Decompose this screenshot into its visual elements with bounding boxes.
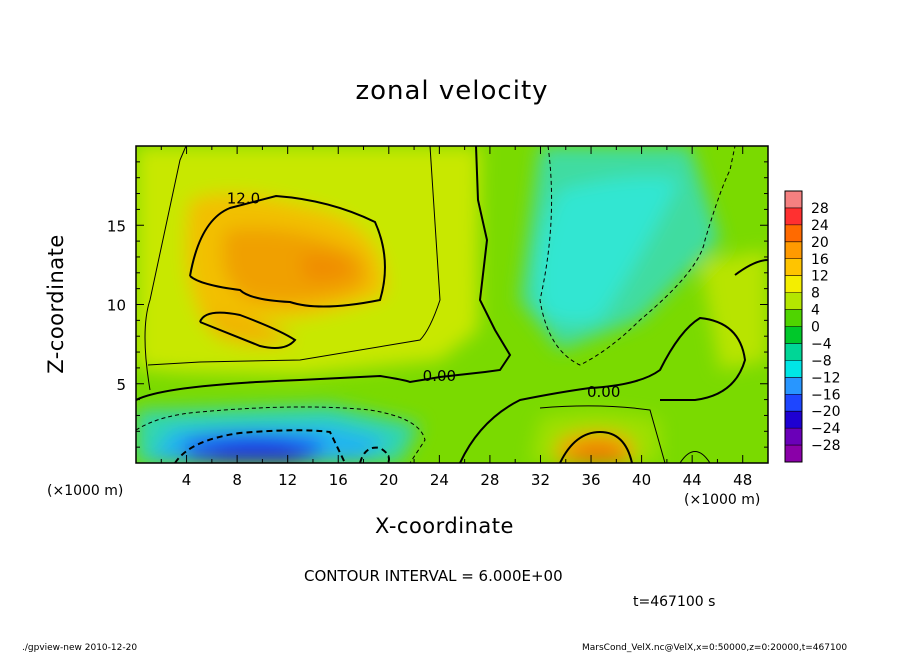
colorbar-swatch bbox=[785, 411, 802, 429]
colorbar-level-label: 4 bbox=[811, 303, 820, 319]
y-axis: 5 10 15 bbox=[107, 161, 768, 448]
colorbar-swatch bbox=[785, 377, 802, 395]
colorbar-swatch bbox=[785, 360, 802, 378]
contour-lines bbox=[136, 146, 768, 463]
y-tick-label: 15 bbox=[107, 217, 126, 235]
y-tick-label: 5 bbox=[116, 376, 126, 394]
x-tick-label: 40 bbox=[632, 471, 651, 489]
colorbar-swatch bbox=[785, 258, 802, 277]
y-axis-label: Z-coordinate bbox=[44, 234, 68, 374]
x-axis: 4 8 12 16 20 24 28 32 36 40 44 48 bbox=[160, 146, 752, 489]
colorbar-swatch bbox=[785, 394, 802, 412]
colorbar-level-label: 24 bbox=[811, 218, 829, 234]
x-tick-label: 24 bbox=[430, 471, 449, 489]
y-tick-label: 10 bbox=[107, 297, 126, 315]
colorbar-level-label: 12 bbox=[811, 269, 829, 285]
x-tick-label: 48 bbox=[733, 471, 752, 489]
colorbar-level-label: −24 bbox=[811, 421, 841, 437]
x-tick-label: 16 bbox=[329, 471, 348, 489]
colorbar-swatch bbox=[785, 275, 802, 294]
contour-interval-note: CONTOUR INTERVAL = 6.000E+00 bbox=[304, 567, 563, 585]
colorbar-level-label: 8 bbox=[811, 286, 820, 302]
x-tick-label: 8 bbox=[232, 471, 242, 489]
footer-program-date: ./gpview-new 2010-12-20 bbox=[22, 643, 138, 653]
colorbar-swatch bbox=[785, 241, 802, 260]
colorbar-level-label: 16 bbox=[811, 252, 829, 268]
colorbar-level-label: 0 bbox=[811, 320, 820, 336]
x-tick-label: 20 bbox=[379, 471, 398, 489]
colorbar-swatch bbox=[785, 292, 802, 311]
contour-label: 0.00 bbox=[423, 367, 456, 385]
x-unit-label-right: (×1000 m) bbox=[684, 492, 761, 508]
x-tick-label: 28 bbox=[480, 471, 499, 489]
chart-title: zonal velocity bbox=[355, 76, 549, 106]
colorbar-level-label: −8 bbox=[811, 353, 832, 369]
time-label: t=467100 s bbox=[633, 594, 716, 610]
contour-label: 12.0 bbox=[227, 189, 260, 207]
colorbar-level-label: −28 bbox=[811, 438, 841, 454]
colorbar-level-label: −4 bbox=[811, 336, 832, 352]
colorbar-swatch bbox=[785, 191, 802, 209]
colorbar-level-label: 28 bbox=[811, 201, 829, 217]
x-axis-label: X-coordinate bbox=[375, 514, 514, 538]
x-tick-label: 44 bbox=[683, 471, 702, 489]
colorbar-level-label: −12 bbox=[811, 370, 841, 386]
colorbar-swatch bbox=[785, 207, 802, 226]
colorbar-swatch bbox=[785, 309, 802, 327]
footer-source: MarsCond_VelX.nc@VelX,x=0:50000,z=0:2000… bbox=[582, 643, 848, 653]
colorbar-level-label: 20 bbox=[811, 235, 829, 251]
colorbar-swatch bbox=[785, 428, 802, 446]
colorbar-swatch bbox=[785, 343, 802, 361]
colorbar-level-label: −16 bbox=[811, 387, 841, 403]
colorbar-swatch bbox=[785, 326, 802, 344]
colorbar-swatch bbox=[785, 445, 802, 463]
heatmap-field: 12.0 0.00 0.00 bbox=[136, 146, 768, 463]
x-tick-label: 36 bbox=[581, 471, 600, 489]
contour-label: 0.00 bbox=[587, 383, 620, 401]
x-tick-label: 12 bbox=[278, 471, 297, 489]
x-tick-label: 4 bbox=[182, 471, 192, 489]
x-tick-label: 32 bbox=[531, 471, 550, 489]
colorbar-level-label: −20 bbox=[811, 404, 841, 420]
colorbar-swatch bbox=[785, 224, 802, 243]
x-unit-label-left: (×1000 m) bbox=[47, 483, 124, 499]
